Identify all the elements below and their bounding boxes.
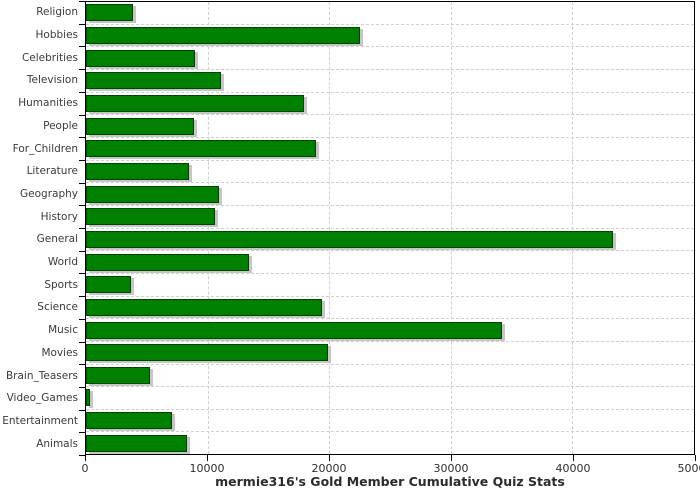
x-tick-label: 20000 xyxy=(311,462,347,475)
bar-music xyxy=(86,321,502,339)
bar-row xyxy=(86,319,694,342)
y-tick xyxy=(79,432,85,434)
y-axis-label: Celebrities xyxy=(21,51,78,64)
y-tick xyxy=(79,409,85,411)
bar-general xyxy=(86,230,613,248)
x-tick xyxy=(85,455,86,461)
y-tick xyxy=(79,386,85,388)
x-tick-label: 40000 xyxy=(555,462,591,475)
bar-row xyxy=(86,342,694,365)
y-tick xyxy=(79,205,85,207)
bar-animals xyxy=(86,434,187,452)
y-tick xyxy=(79,182,85,184)
bar-video_games xyxy=(86,389,91,407)
y-axis-label: Television xyxy=(26,74,78,87)
y-axis-label: Hobbies xyxy=(35,29,79,42)
bar-row xyxy=(86,229,694,252)
y-tick xyxy=(79,455,85,456)
bar-history xyxy=(86,208,215,226)
y-axis-label: World xyxy=(47,256,78,269)
y-axis-label: Science xyxy=(37,301,78,314)
bar-row xyxy=(86,206,694,229)
y-tick xyxy=(79,250,85,252)
bar-for_children xyxy=(86,140,316,158)
y-tick xyxy=(79,23,85,25)
y-tick xyxy=(79,296,85,298)
y-axis-label: Animals xyxy=(36,437,78,450)
y-axis-label: Religion xyxy=(36,6,78,19)
x-tick-label: 30000 xyxy=(433,462,469,475)
bar-people xyxy=(86,117,195,135)
bar-celebrities xyxy=(86,49,196,67)
bar-entertainment xyxy=(86,412,173,430)
bar-rows xyxy=(86,2,694,454)
y-tick xyxy=(79,341,85,343)
x-tick-label: 10000 xyxy=(189,462,225,475)
y-axis-label: General xyxy=(36,233,78,246)
bar-row xyxy=(86,70,694,93)
x-tick-label: 50000 xyxy=(677,462,700,475)
y-tick xyxy=(79,114,85,116)
bar-row xyxy=(86,365,694,388)
bar-literature xyxy=(86,162,190,180)
y-axis-label: For_Children xyxy=(12,142,78,155)
bar-row xyxy=(86,183,694,206)
y-axis-label: People xyxy=(43,119,78,132)
bar-hobbies xyxy=(86,26,360,44)
y-axis-label: Geography xyxy=(20,187,78,200)
x-tick xyxy=(329,455,330,461)
y-axis-label: Entertainment xyxy=(2,415,78,427)
y-axis-label: Sports xyxy=(44,278,78,291)
y-tick xyxy=(79,1,85,2)
y-tick xyxy=(79,318,85,320)
y-axis-label: Music xyxy=(48,324,78,337)
bar-row xyxy=(86,138,694,161)
bar-row xyxy=(86,432,694,454)
x-tick xyxy=(207,455,208,461)
y-tick xyxy=(79,69,85,71)
y-tick xyxy=(79,364,85,366)
x-tick xyxy=(573,455,574,461)
y-tick xyxy=(79,159,85,161)
y-axis-label: Literature xyxy=(26,165,78,178)
y-axis-label: History xyxy=(40,210,78,223)
bar-television xyxy=(86,72,221,90)
y-tick xyxy=(79,137,85,139)
bar-row xyxy=(86,161,694,184)
bar-humanities xyxy=(86,94,304,112)
y-axis-label: Brain_Teasers xyxy=(5,369,78,382)
y-tick xyxy=(79,228,85,229)
x-tick xyxy=(695,455,696,461)
bar-world xyxy=(86,253,249,271)
bar-science xyxy=(86,298,322,316)
bar-row xyxy=(86,93,694,116)
y-axis-labels: Religion Hobbies Celebrities Television Huma… xyxy=(0,1,78,455)
bar-row xyxy=(86,410,694,433)
bar-sports xyxy=(86,276,131,294)
bar-geography xyxy=(86,185,219,203)
bar-row xyxy=(86,115,694,138)
plot-area xyxy=(85,1,695,455)
x-tick xyxy=(451,455,452,461)
y-axis-label: Video_Games xyxy=(6,392,78,405)
y-axis-label: Movies xyxy=(41,346,78,359)
bar-row xyxy=(86,47,694,70)
bar-row xyxy=(86,25,694,48)
bar-movies xyxy=(86,344,328,362)
bar-row xyxy=(86,274,694,297)
y-axis-label: Humanities xyxy=(18,97,78,110)
y-tick xyxy=(79,91,85,93)
bar-row xyxy=(86,2,694,25)
bar-brain_teasers xyxy=(86,366,151,384)
bar-row xyxy=(86,297,694,320)
y-tick xyxy=(79,273,85,275)
chart-title: mermie316's Gold Member Cumulative Quiz … xyxy=(215,474,565,489)
bar-religion xyxy=(86,4,134,22)
bar-row xyxy=(86,387,694,410)
y-tick xyxy=(79,46,85,48)
x-tick-label: 0 xyxy=(81,462,89,475)
bar-row xyxy=(86,251,694,274)
